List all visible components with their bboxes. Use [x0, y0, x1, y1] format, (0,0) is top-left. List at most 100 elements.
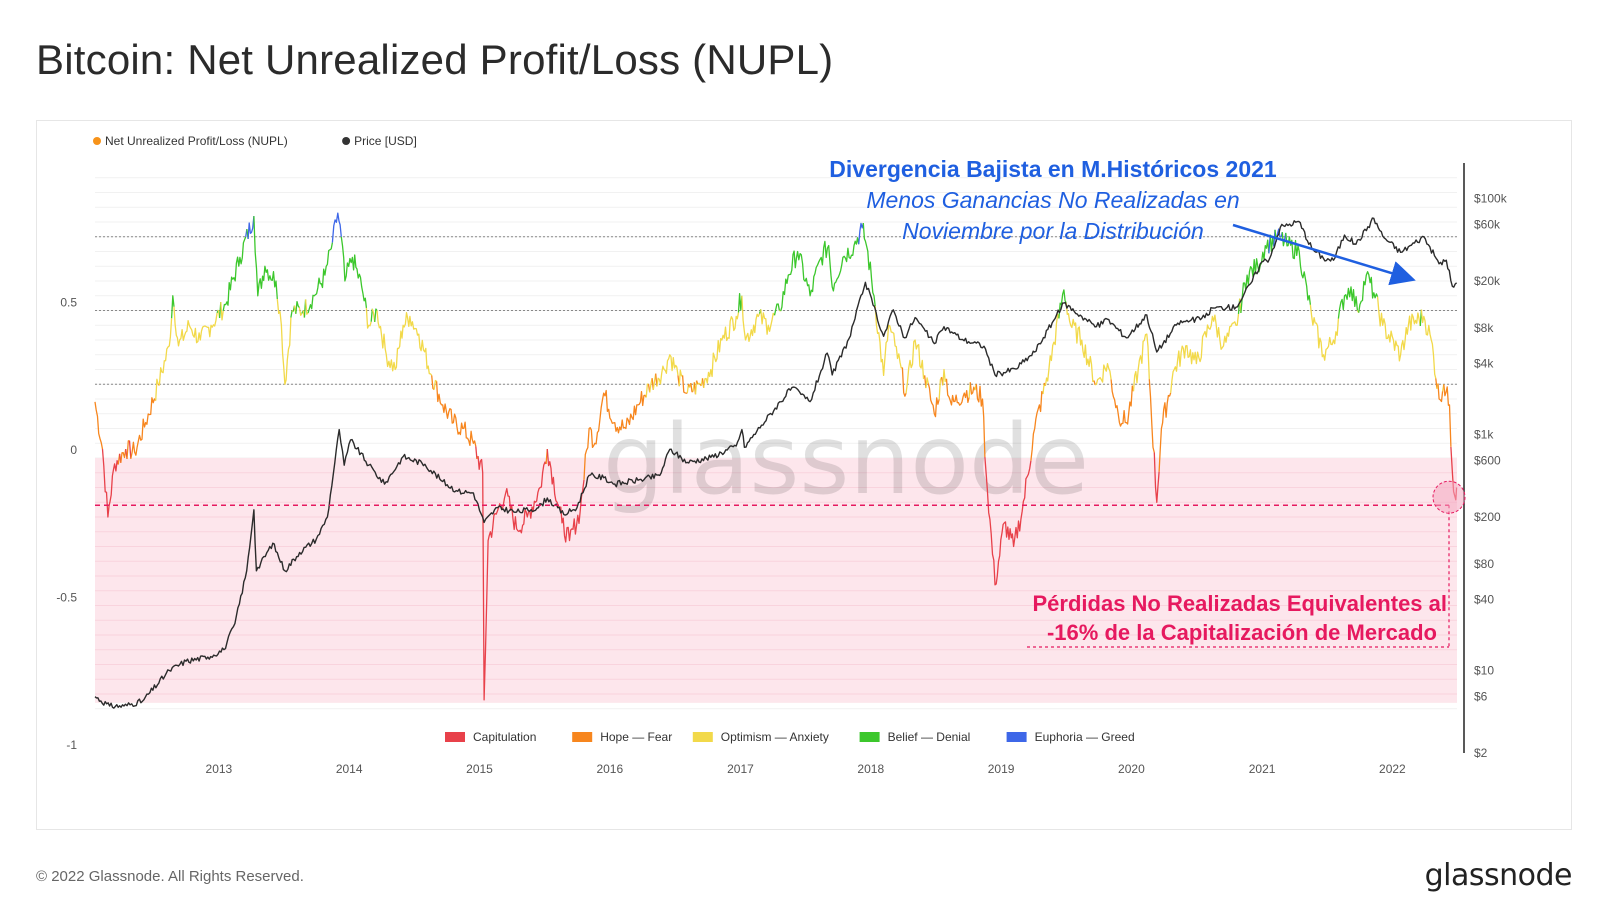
x-axis-tick-label: 2018 [857, 762, 884, 776]
losses-annotation: Pérdidas No Realizadas Equivalentes al -1… [1033, 591, 1448, 645]
nupl-line-segment [874, 306, 903, 377]
nupl-line-segment [155, 378, 159, 401]
nupl-line-segment [1269, 234, 1275, 252]
copyright-notice: © 2022 Glassnode. All Rights Reserved. [36, 868, 304, 885]
right-axis-tick-label: $20k [1474, 274, 1501, 288]
right-axis-tick-label: $4k [1474, 356, 1494, 370]
x-axis-tick-label: 2017 [727, 762, 754, 776]
left-axis-tick-label: -0.5 [56, 591, 77, 605]
nupl-line-segment [1132, 333, 1150, 392]
nupl-line-segment [173, 306, 218, 347]
legend-label: Capitulation [473, 730, 536, 744]
page-title: Bitcoin: Net Unrealized Profit/Loss (NUP… [36, 36, 834, 83]
nupl-line-segment [905, 339, 926, 394]
left-axis: 0.5 0 -0.5 -1 [56, 296, 77, 753]
nupl-line-segment [170, 295, 175, 319]
legend-marker [93, 137, 101, 145]
nupl-line-segment [969, 382, 976, 395]
legend-label: Price [USD] [354, 134, 417, 148]
legend-swatch [445, 732, 465, 742]
nupl-line-segment [1170, 313, 1240, 393]
nupl-line-segment [374, 308, 378, 322]
divergence-line-2: Noviembre por la Distribución [902, 218, 1204, 244]
right-axis: $100k $60k $20k $8k $4k $1k $600 $200 $80 $40 $10 $… [1463, 163, 1508, 760]
nupl-line-segment [773, 303, 781, 316]
nupl-line-segment [94, 401, 104, 450]
nupl-line-segment [295, 300, 300, 314]
nupl-line-segment [304, 299, 309, 315]
nupl-line-segment [1437, 383, 1444, 403]
nupl-line-segment [583, 389, 647, 480]
x-axis-tick-label: 2016 [596, 762, 623, 776]
nupl-line-segment [858, 222, 864, 245]
nupl-line-segment [475, 446, 478, 459]
x-axis-tick-label: 2020 [1118, 762, 1145, 776]
nupl-line-segment [546, 449, 585, 543]
nupl-line-segment [1153, 452, 1160, 503]
top-legend: Net Unrealized Profit/Loss (NUPL) Price [… [93, 134, 417, 148]
nupl-line-segment [290, 310, 293, 318]
nupl-line-segment [697, 382, 701, 385]
nupl-line-segment [247, 216, 255, 239]
x-axis: 2013 2014 2015 2016 2017 2018 2019 2020 2021 2022 [206, 762, 1407, 776]
nupl-line-segment [376, 310, 433, 376]
nupl-line-segment [253, 216, 278, 300]
x-axis-tick-label: 2015 [466, 762, 493, 776]
nupl-line-segment [370, 308, 373, 322]
loss-zone-background [95, 458, 1457, 703]
nupl-line-segment [1337, 286, 1359, 319]
legend-label: Hope — Fear [600, 730, 672, 744]
nupl-line-segment [276, 298, 292, 385]
nupl-line-segment [120, 449, 127, 463]
nupl-line-segment [128, 440, 132, 459]
legend-swatch [572, 732, 593, 742]
highlight-circle [1432, 480, 1466, 514]
divergence-line-1: Menos Ganancias No Realizadas en [866, 187, 1239, 213]
nupl-line-segment [737, 293, 743, 313]
nupl-line-segment [1044, 313, 1060, 386]
bottom-legend: Capitulation Hope — Fear Optimism — Anxiet… [445, 730, 1135, 744]
nupl-line-segment [1093, 380, 1096, 386]
nupl-line-segment [431, 375, 435, 391]
nupl-line-segment [901, 367, 907, 397]
nupl-line-segment [1376, 296, 1421, 362]
legend-label: Optimism — Anxiety [721, 730, 829, 744]
right-axis-tick-label: $6 [1474, 690, 1488, 704]
nupl-line-segment [365, 307, 372, 329]
nupl-line-segment [1420, 309, 1437, 379]
nupl-line-segment [645, 383, 649, 398]
watermark-text: glassnode [603, 404, 1089, 516]
nupl-line-segment [371, 308, 376, 322]
nupl-line-segment [340, 236, 368, 308]
nupl-line-segment [975, 383, 986, 458]
divergence-heading: Divergencia Bajista en M.Históricos 2021 [829, 156, 1277, 182]
nupl-line-segment [435, 381, 477, 447]
nupl-line-segment [101, 449, 119, 518]
loss-zone-grid [95, 472, 1457, 695]
nupl-line-segment [1058, 289, 1067, 319]
right-axis-tick-label: $200 [1474, 510, 1501, 524]
reference-line [95, 480, 1466, 648]
nupl-line-segment [681, 375, 688, 394]
right-axis-tick-label: $60k [1474, 218, 1501, 232]
nupl-line-segment [1042, 382, 1045, 395]
nupl-line-segment [862, 222, 876, 307]
legend-swatch [859, 732, 880, 742]
legend-swatch [1006, 732, 1027, 742]
nupl-line-segment [656, 354, 679, 387]
legend-swatch [692, 732, 713, 742]
left-axis-tick-label: -1 [66, 738, 77, 752]
nupl-line-segment [1158, 392, 1172, 472]
nupl-line-segment [690, 383, 694, 393]
nupl-line-segment [1443, 384, 1452, 447]
left-axis-tick-label: 0 [70, 443, 77, 457]
nupl-line-segment [1030, 390, 1044, 461]
nupl-line-segment [220, 302, 224, 321]
legend-label: Net Unrealized Profit/Loss (NUPL) [105, 134, 288, 148]
nupl-line-segment [433, 379, 437, 390]
nupl-line-segment [1110, 379, 1135, 427]
nupl-line-segment [1358, 271, 1379, 313]
price-line [94, 217, 1458, 709]
nupl-line-segment [703, 312, 740, 388]
